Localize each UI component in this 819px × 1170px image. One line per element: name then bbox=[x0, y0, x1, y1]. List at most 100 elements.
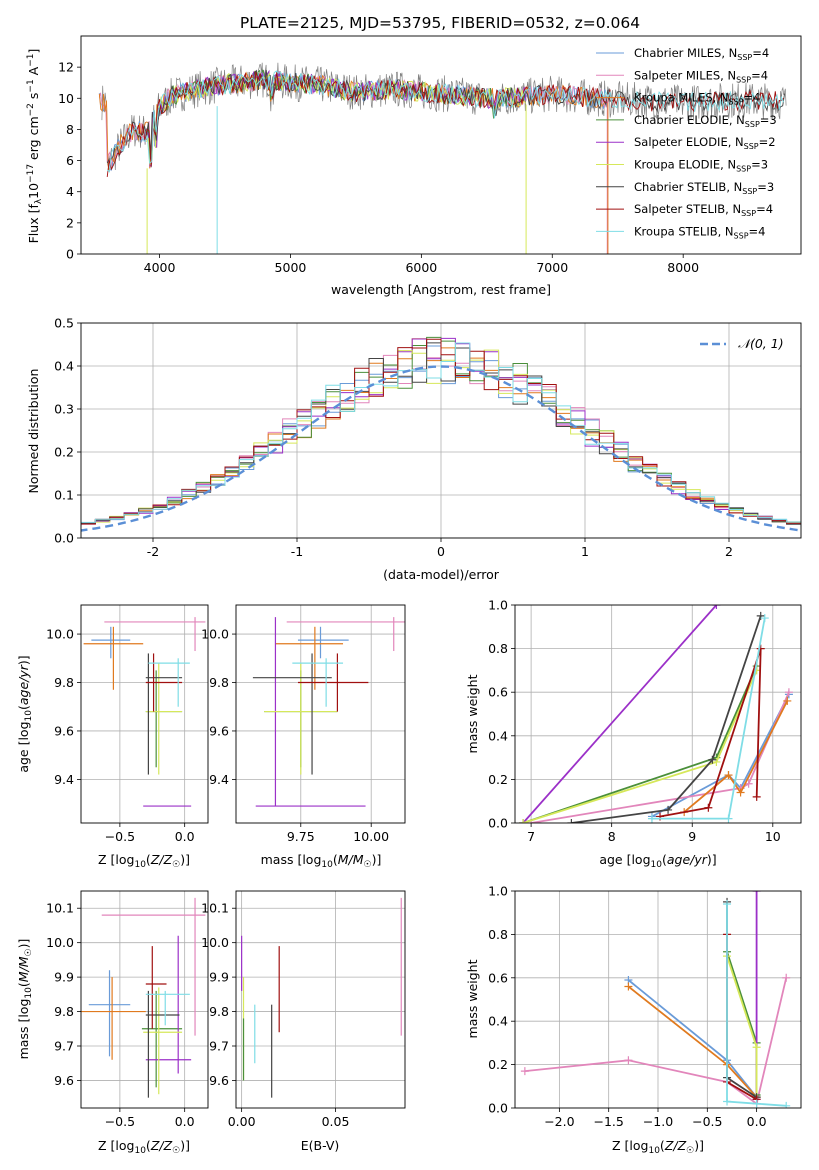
weight-line bbox=[651, 693, 790, 818]
y-tick-label: 9.8 bbox=[54, 675, 74, 690]
weight-marker bbox=[782, 973, 791, 982]
x-tick-label: −1.0 bbox=[643, 1114, 673, 1129]
weight-marker bbox=[647, 814, 656, 823]
x-tick-label: 2 bbox=[725, 544, 733, 559]
age_vs_mass-plot-area bbox=[236, 605, 405, 823]
weight-marker bbox=[712, 757, 721, 766]
weight-marker bbox=[520, 1067, 529, 1076]
legend-label: Chabrier STELIB, NSSP=3 bbox=[634, 180, 774, 196]
spectrum-panel: 4000 5000 6000 7000 8000 0 2 4 6 8 10 12 wavelength … bbox=[26, 35, 802, 297]
weight-marker bbox=[736, 788, 745, 797]
residual_hist-panel: -2 -1 0 1 2 0.0 0.1 0.2 0.3 0.4 0.5 𝒩(0, 1) (data-mo… bbox=[26, 316, 802, 582]
mass_vs_Z-panel: −0.5 0.0 9.6 9.7 9.8 9.9 10.0 10.1 Z [log10(Z/Z☉… bbox=[16, 890, 209, 1156]
y-tick-label: 9.4 bbox=[54, 772, 74, 787]
weight-marker bbox=[782, 1101, 791, 1108]
histogram-steps bbox=[81, 342, 801, 526]
y-tick-label: 9.9 bbox=[209, 970, 229, 985]
y-tick-label: 9.8 bbox=[209, 1004, 229, 1019]
weight-marker bbox=[624, 1056, 633, 1065]
legend-label: Chabrier MILES, NSSP=4 bbox=[634, 46, 769, 62]
weight-marker bbox=[712, 605, 721, 609]
residual_hist-plot-area bbox=[81, 323, 801, 538]
y-tick-label: 10.0 bbox=[201, 627, 229, 642]
mass-vs-z-y-label: mass [log10(M/M☉)] bbox=[16, 939, 34, 1060]
weight-line bbox=[571, 615, 762, 823]
mass_vs_EBV-frame bbox=[235, 890, 406, 1109]
x-tick-label: 0.00 bbox=[228, 1114, 256, 1129]
weight_vs_age-plot-area bbox=[515, 605, 801, 823]
normal-reference-curve bbox=[81, 365, 801, 532]
y-tick-label: 12 bbox=[58, 60, 74, 75]
weight-marker bbox=[724, 814, 733, 823]
weight-line bbox=[522, 665, 758, 823]
y-tick-label: 0.4 bbox=[488, 728, 508, 743]
weight-vs-age-y-label: mass weight bbox=[465, 674, 480, 753]
y-tick-label: 9.6 bbox=[54, 1073, 74, 1088]
x-tick-label: 7000 bbox=[536, 260, 568, 275]
weight_vs_Z-frame bbox=[514, 890, 802, 1109]
y-tick-label: 1.0 bbox=[488, 884, 508, 899]
legend-label: Chabrier ELODIE, NSSP=3 bbox=[634, 113, 777, 129]
x-tick-label: 5000 bbox=[275, 260, 307, 275]
weight_vs_age-panel: 7 8 9 10 0.0 0.2 0.4 0.6 0.8 1.0 age [log10(age/yr… bbox=[465, 598, 802, 870]
y-tick-label: 0 bbox=[66, 247, 74, 262]
y-tick-label: 10.0 bbox=[201, 935, 229, 950]
histogram-x-label: (data-model)/error bbox=[383, 567, 500, 582]
weight-marker bbox=[704, 803, 713, 812]
weight-marker bbox=[519, 819, 528, 823]
y-tick-label: 2 bbox=[66, 215, 74, 230]
weight-line bbox=[627, 985, 758, 1098]
legend-label: Kroupa STELIB, NSSP=4 bbox=[634, 224, 765, 240]
y-tick-label: 0.0 bbox=[488, 816, 508, 831]
weight_vs_Z-plot-area bbox=[515, 891, 801, 1108]
y-tick-label: 1.0 bbox=[488, 598, 508, 613]
weight-marker bbox=[756, 611, 765, 620]
legend-label: Salpeter ELODIE, NSSP=2 bbox=[634, 135, 776, 151]
weight-line bbox=[659, 648, 762, 818]
y-tick-label: 10.0 bbox=[46, 935, 74, 950]
legend-label: Salpeter STELIB, NSSP=4 bbox=[634, 202, 773, 218]
weight-marker bbox=[624, 982, 633, 991]
weight-marker bbox=[752, 1043, 761, 1052]
x-tick-label: 4000 bbox=[144, 260, 176, 275]
x-tick-label: 0.0 bbox=[747, 1114, 767, 1129]
y-tick-label: 0.5 bbox=[54, 316, 74, 331]
age_vs_Z-plot-area bbox=[81, 605, 208, 823]
spectrum-x-label: wavelength [Angstrom, rest frame] bbox=[331, 282, 551, 297]
y-tick-label: 9.8 bbox=[54, 1004, 74, 1019]
chart-panels: 4000 5000 6000 7000 8000024681012wavelength … bbox=[16, 35, 802, 1156]
weight-marker bbox=[752, 1099, 761, 1108]
y-tick-label: 10 bbox=[58, 91, 74, 106]
y-tick-label: 0.0 bbox=[488, 1101, 508, 1116]
y-tick-label: 0.2 bbox=[488, 772, 508, 787]
weight-marker bbox=[708, 755, 717, 764]
x-tick-label: 8 bbox=[608, 829, 616, 844]
y-tick-label: 0.6 bbox=[488, 685, 508, 700]
y-tick-label: 10.1 bbox=[46, 901, 74, 916]
y-tick-label: 10.1 bbox=[201, 901, 229, 916]
legend-label: Kroupa ELODIE, NSSP=3 bbox=[634, 158, 768, 174]
age_vs_mass-frame bbox=[235, 604, 406, 824]
spectrum-y-label: Flux [fλ10−17 erg cm−2 s−1 A−1] bbox=[26, 49, 44, 244]
x-tick-label: 10 bbox=[765, 829, 781, 844]
weight-line bbox=[726, 904, 787, 1107]
weight_vs_age-frame bbox=[514, 604, 802, 824]
mass_vs_EBV-panel: 0.00 0.05 9.6 9.7 9.8 9.9 10.0 10.1 E(B-V) bbox=[201, 890, 406, 1153]
weight-marker bbox=[756, 644, 765, 653]
x-tick-label: -1 bbox=[291, 544, 303, 559]
weight-marker bbox=[752, 792, 761, 801]
spectrum-model-line bbox=[106, 71, 785, 177]
weight-vs-age-x-label: age [log10(age/yr)] bbox=[599, 852, 716, 870]
y-tick-label: 4 bbox=[66, 184, 74, 199]
mass-vs-z-x-label: Z [log10(Z/Z☉)] bbox=[98, 1138, 190, 1156]
weight-marker bbox=[664, 805, 673, 814]
mass_vs_Z-plot-area bbox=[81, 891, 208, 1108]
age-vs-z-x-label: Z [log10(Z/Z☉)] bbox=[98, 852, 190, 870]
spectrum-plot-area bbox=[98, 62, 787, 254]
y-tick-label: 0.4 bbox=[488, 1014, 508, 1029]
weight_vs_Z-panel: −2.0 −1.5 −1.0 −0.5 0.0 0.0 0.2 0.4 0.6 0.8 1.0 Z [… bbox=[465, 884, 802, 1156]
histogram-y-label: Normed distribution bbox=[26, 369, 41, 494]
age-vs-z-y-label: age [log10(age/yr)] bbox=[16, 655, 34, 772]
mass_vs_Z-frame bbox=[80, 890, 209, 1109]
x-tick-label: −0.5 bbox=[105, 829, 135, 844]
